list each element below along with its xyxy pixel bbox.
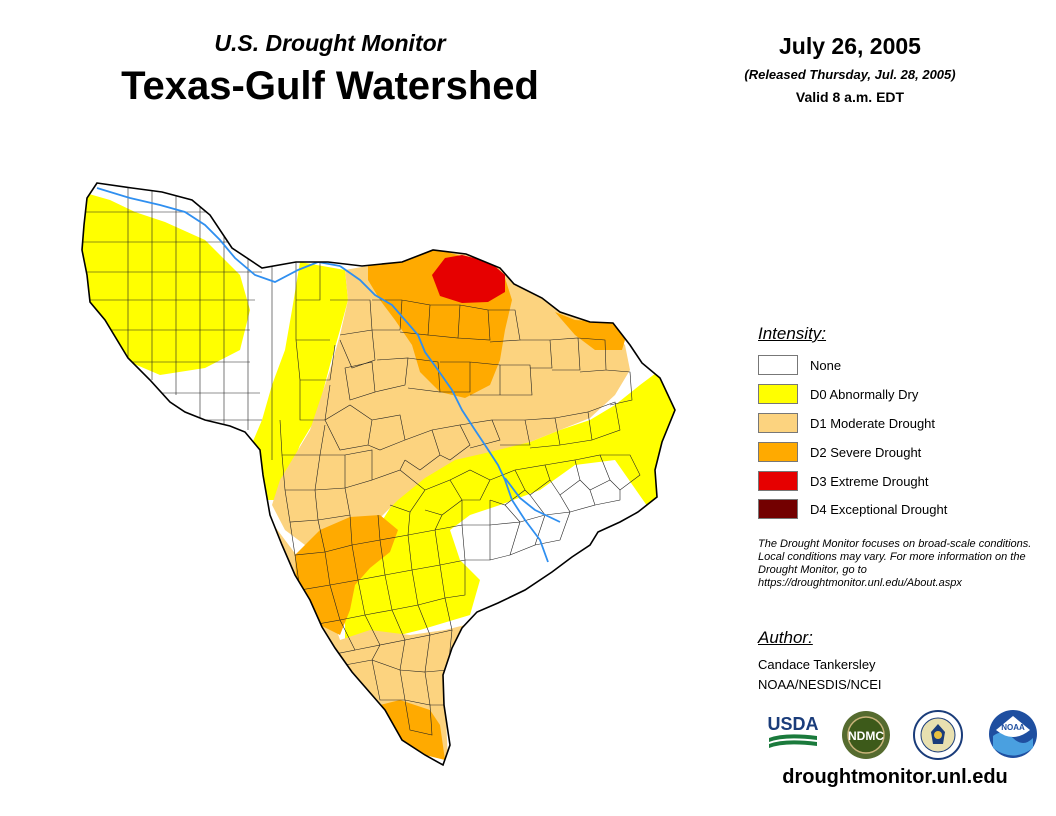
d1-south [270,520,465,760]
map-subtitle: U.S. Drought Monitor [214,30,446,56]
legend-item-d4: D4 Exceptional Drought [758,498,947,520]
noaa-logo: NOAA [989,710,1037,758]
svg-text:NOAA: NOAA [1001,723,1025,732]
author-heading: Author: [758,628,813,647]
map-title: Texas-Gulf Watershed [121,64,539,108]
d1-central [272,250,630,545]
brazos-river [339,265,549,563]
legend-swatch-d2 [758,442,798,462]
d0-southeast [345,370,675,640]
d2-northeast [555,312,625,350]
d2-southwest [295,515,398,635]
legend-item-d3: D3 Extreme Drought [758,470,929,492]
usda-logo: USDA [767,714,819,748]
legend-swatch-d1 [758,413,798,433]
legend-heading: Intensity: [758,324,827,343]
svg-text:NDMC: NDMC [848,729,884,743]
legend-label-d4: D4 Exceptional Drought [810,501,948,517]
rivers [96,187,561,563]
legend-item-d0: D0 Abnormally Dry [758,383,918,405]
d0-central-band [245,262,348,500]
release-date: (Released Thursday, Jul. 28, 2005) [744,67,956,82]
website-link[interactable]: droughtmonitor.unl.edu [782,766,1008,788]
legend-swatch-d0 [758,384,798,404]
legend-label-d0: D0 Abnormally Dry [810,386,919,402]
author-name: Candace Tankersley [758,657,876,672]
doc-seal-logo [913,710,963,760]
legend-label-d1: D1 Moderate Drought [810,415,936,431]
legend-item-none: None [758,354,841,376]
legend-item-d1: D1 Moderate Drought [758,412,935,434]
d0-west-panhandle [82,190,250,375]
author-org: NOAA/NESDIS/NCEI [758,677,882,692]
legend-swatch-none [758,355,798,375]
d3-north [432,255,505,303]
svg-text:USDA: USDA [767,714,818,734]
tributary [504,477,561,523]
disclaimer-note: The Drought Monitor focuses on broad-sca… [758,538,1032,589]
legend-item-d2: D2 Severe Drought [758,441,921,463]
drought-map [81,182,676,766]
red-river [96,187,341,283]
legend-swatch-d4 [758,499,798,519]
legend-label-none: None [810,357,842,373]
legend-label-d2: D2 Severe Drought [810,444,922,460]
ndmc-logo: NDMC [842,711,890,759]
legend-label-d3: D3 Extreme Drought [810,473,929,489]
county-boundaries [82,183,641,736]
valid-date: July 26, 2005 [779,33,921,59]
d2-lower-valley [380,700,445,760]
valid-time: Valid 8 a.m. EDT [795,89,905,105]
legend-swatch-d3 [758,471,798,491]
